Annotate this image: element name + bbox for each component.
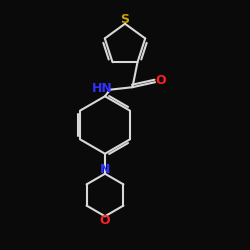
Text: S: S (120, 13, 130, 26)
Text: O: O (155, 74, 166, 88)
Text: HN: HN (92, 82, 112, 96)
Text: N: N (100, 163, 110, 176)
Text: O: O (100, 214, 110, 227)
